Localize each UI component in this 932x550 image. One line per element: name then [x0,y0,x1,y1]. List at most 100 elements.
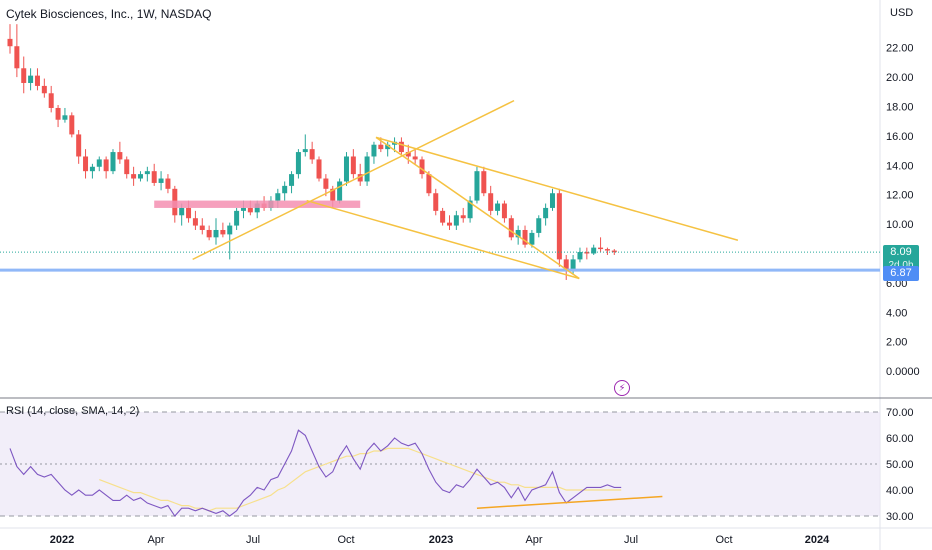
candle-body [41,85,47,94]
candle-body [501,203,507,219]
candle-body [34,75,40,86]
ascending-trendline [192,99,515,261]
candle-body [213,229,219,238]
candle-body [137,174,143,179]
candle-body [282,185,288,194]
candle-body [598,247,604,250]
candle-body [385,144,391,150]
bar-countdown: 2d 0h [883,259,919,272]
time-tick-label: Oct [715,534,732,546]
candle-body [330,188,336,201]
candle-body [151,171,157,183]
rsi-tick-label: 60.00 [886,433,914,445]
candle-body [289,174,295,186]
last-price-value: 8.09 [890,246,912,258]
candle-body [453,215,459,226]
candle-body [446,222,452,226]
candle-body [604,249,610,251]
candle-body [192,218,198,226]
time-tick-label: 2023 [429,534,453,546]
candle-body [234,210,240,226]
rsi-sma-line [99,447,622,512]
candle-body [474,171,480,201]
candle-body [83,156,89,172]
candle-body [584,252,590,254]
price-tick-label: 18.00 [886,102,914,114]
candle-body [405,152,411,157]
candle-body [515,229,521,238]
chart-title: Cytek Biosciences, Inc., 1W, NASDAQ [6,7,212,21]
price-tick-label: 22.00 [886,43,914,55]
candle-body [549,193,555,208]
candle-body [179,207,185,216]
candle-body [467,200,473,219]
candle-body [337,181,343,201]
candle-body [543,207,549,219]
rsi-indicator-label[interactable]: RSI (14, close, SMA, 14, 2) [6,405,140,417]
candle-body [275,193,281,201]
candle-body [426,174,432,194]
candle-body [343,156,349,182]
time-tick-label: Jul [624,534,638,546]
candle-body [295,152,301,175]
time-tick-label: Apr [147,534,164,546]
candle-body [316,159,322,179]
candle-body [302,149,308,153]
rsi-tick-label: 40.00 [886,485,914,497]
price-tick-label: 2.00 [886,337,907,349]
resistance-zone [154,200,361,208]
candle-body [220,229,226,235]
candle-body [55,107,61,120]
candle-body [522,229,528,245]
candle-body [488,193,494,211]
candle-body [563,259,569,270]
candle-body [378,144,384,150]
candle-body [158,178,164,183]
candle-body [89,166,95,172]
candle-body [398,141,404,153]
candle-body [124,159,130,175]
candle-body [110,152,116,172]
candle-body [508,218,514,238]
candle-body [76,134,82,157]
support-level-tag: 6.87 [883,266,919,281]
candle-body [131,174,137,179]
candle-body [570,259,576,270]
rsi-tick-label: 70.00 [886,407,914,419]
price-tick-label: 12.00 [886,190,914,202]
candle-body [28,75,34,83]
channel-connector-line [375,136,580,280]
candle-body [199,225,205,230]
candle-body [48,93,54,108]
candle-body [309,149,315,160]
candle-body [247,207,253,213]
candle-body [96,159,102,167]
candle-body [412,156,418,160]
lightning-icon[interactable]: ⚡ [614,380,630,396]
candle-body [186,207,192,219]
price-tick-label: 20.00 [886,72,914,84]
candle-body [14,46,20,69]
candle-body [103,159,109,172]
descending-lower-trendline [306,199,580,280]
candle-body [611,250,617,253]
rsi-line [9,429,622,517]
candle-body [556,193,562,260]
candle-body [481,171,487,194]
candle-body [364,156,370,182]
rsi-tick-label: 30.00 [886,511,914,523]
time-tick-label: 2024 [805,534,830,546]
candle-body [21,68,27,83]
rsi-trendline [476,495,663,509]
candle-body [591,247,597,254]
candle-body [577,252,583,260]
candle-body [165,178,171,189]
price-tick-label: 0.0000 [886,366,920,378]
price-tick-label: 4.00 [886,307,907,319]
candle-body [240,207,246,211]
time-tick-label: Apr [525,534,542,546]
candle-body [536,218,542,233]
time-tick-label: Oct [337,534,354,546]
time-tick-label: Jul [246,534,260,546]
